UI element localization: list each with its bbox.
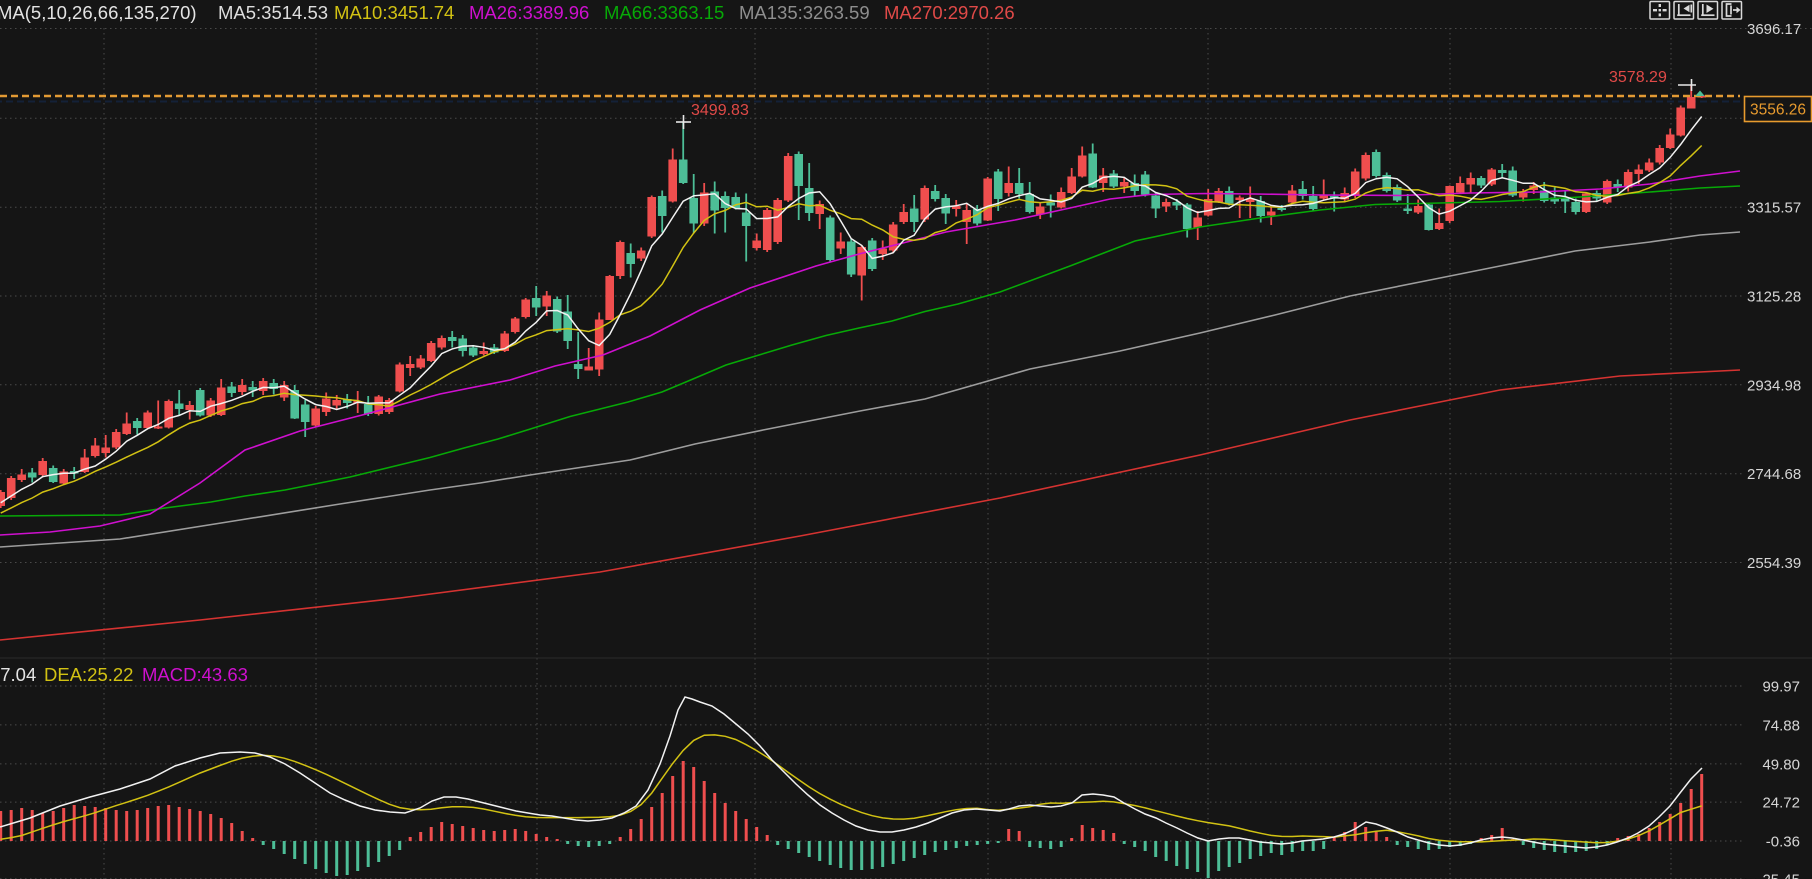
svg-text:3315.57: 3315.57 <box>1747 200 1801 217</box>
svg-text:3499.83: 3499.83 <box>691 102 749 119</box>
svg-text:DEA:25.22: DEA:25.22 <box>44 664 133 685</box>
svg-text:2554.39: 2554.39 <box>1747 555 1801 572</box>
svg-text:MA26:3389.96: MA26:3389.96 <box>469 2 589 23</box>
svg-text:3578.29: 3578.29 <box>1609 69 1667 86</box>
svg-text:24.72: 24.72 <box>1762 795 1800 812</box>
svg-text:99.97: 99.97 <box>1762 679 1800 696</box>
svg-text:-25.45: -25.45 <box>1757 871 1800 879</box>
svg-text:DIF:47.04: DIF:47.04 <box>0 664 36 685</box>
svg-text:3125.28: 3125.28 <box>1747 289 1801 306</box>
svg-text:MA66:3363.15: MA66:3363.15 <box>604 2 724 23</box>
svg-text:MA135:3263.59: MA135:3263.59 <box>739 2 870 23</box>
svg-text:MA10:3451.74: MA10:3451.74 <box>334 2 454 23</box>
svg-text:MA(5,10,26,66,135,270): MA(5,10,26,66,135,270) <box>0 2 197 23</box>
svg-text:-0.36: -0.36 <box>1766 834 1800 851</box>
svg-text:3556.26: 3556.26 <box>1750 102 1806 119</box>
svg-text:2934.98: 2934.98 <box>1747 377 1801 394</box>
svg-text:49.80: 49.80 <box>1762 756 1800 773</box>
svg-text:74.88: 74.88 <box>1762 717 1800 734</box>
svg-text:2744.68: 2744.68 <box>1747 466 1801 483</box>
svg-text:3696.17: 3696.17 <box>1747 21 1801 38</box>
svg-text:MACD:43.63: MACD:43.63 <box>142 664 248 685</box>
svg-text:MA270:2970.26: MA270:2970.26 <box>884 2 1015 23</box>
svg-text:MA5:3514.53: MA5:3514.53 <box>218 2 328 23</box>
